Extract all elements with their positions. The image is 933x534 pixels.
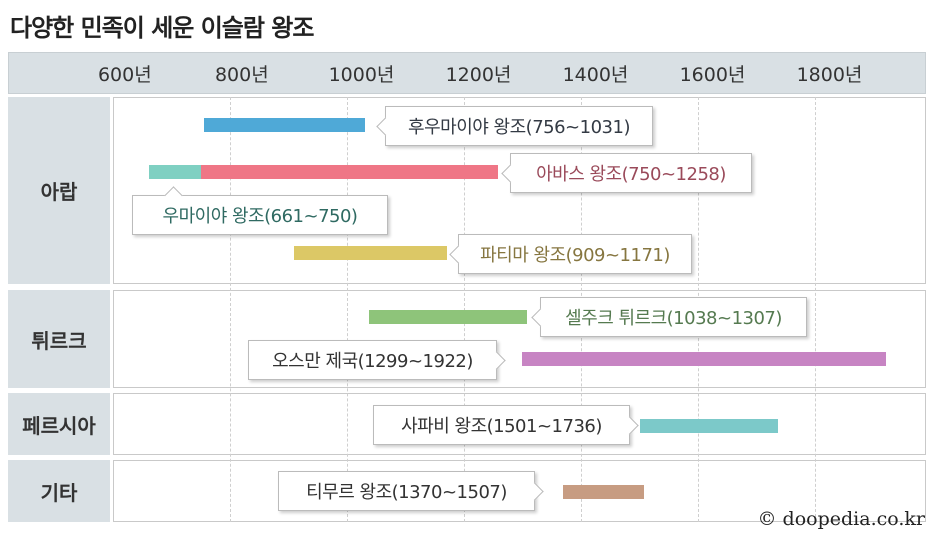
bar-7 [640,419,778,433]
data-label-text: 사파비 왕조(1501~1736) [401,416,602,437]
group-label-arab: 아랍 [8,97,110,284]
bar-8 [563,485,644,499]
gridline [347,97,348,522]
bar-5 [369,310,527,324]
axis-header [8,52,926,94]
bar-3 [200,165,498,179]
bar-6 [521,352,887,366]
group-label-persia: 페르시아 [8,393,110,455]
data-label: 티무르 왕조(1370~1507) [278,471,544,511]
tick-label: 1600년 [679,64,746,86]
gridline [815,97,816,522]
data-label: 우마이야 왕조(661~750) [132,186,388,235]
data-label: 셀주크 튀르크(1038~1307) [531,297,807,337]
group-label-other: 기타 [8,460,110,522]
data-label-text: 우마이야 왕조(661~750) [162,206,358,227]
data-label-text: 아바스 왕조(750~1258) [536,164,726,185]
data-label-text: 셀주크 튀르크(1038~1307) [565,308,782,329]
tick-label: 600년 [97,64,152,86]
chart-title: 다양한 민족이 세운 이슬람 왕조 [10,14,314,42]
data-label: 아바스 왕조(750~1258) [501,153,752,193]
group-label-turk: 튀르크 [8,290,110,388]
tick-label: 1000년 [328,64,395,86]
data-label: 파티마 왕조(909~1171) [449,234,692,274]
bar-2 [148,165,201,179]
data-label-text: 티무르 왕조(1370~1507) [306,482,507,503]
data-label: 후우마이야 왕조(756~1031) [376,106,653,146]
tick-label: 1200년 [445,64,512,86]
data-label-text: 오스만 제국(1299~1922) [272,351,473,372]
bar-4 [293,246,448,260]
bar-1 [204,118,366,132]
tick-label: 1800년 [796,64,863,86]
tick-label: 1400년 [562,64,629,86]
data-label-text: 후우마이야 왕조(756~1031) [408,117,630,138]
data-label-text: 파티마 왕조(909~1171) [480,245,670,266]
credit: © doopedia.co.kr [757,508,925,530]
data-label: 오스만 제국(1299~1922) [248,340,506,380]
data-label: 사파비 왕조(1501~1736) [373,405,639,445]
tick-label: 800년 [214,64,269,86]
gridline [230,97,231,522]
gridline [464,97,465,522]
